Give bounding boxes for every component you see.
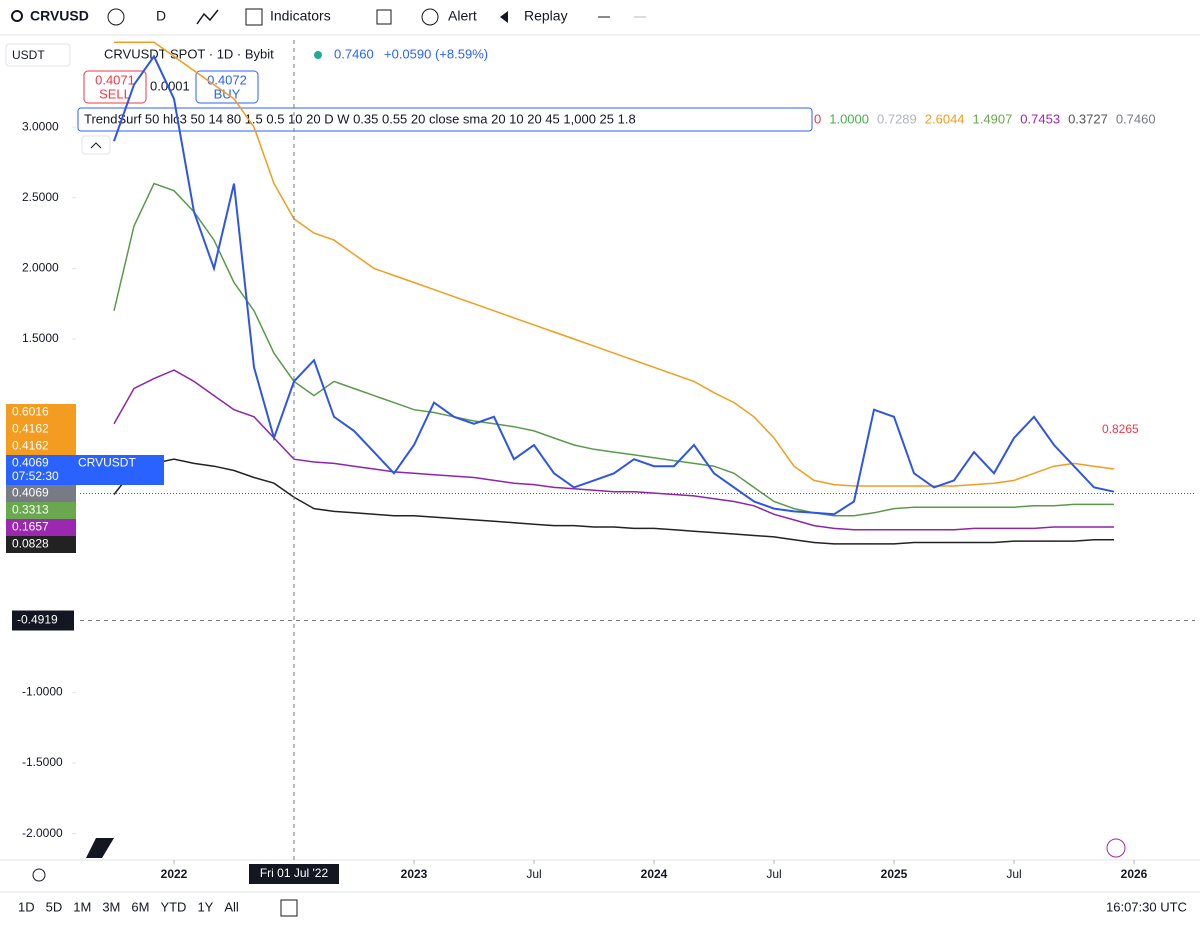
crosshair-x-box (249, 864, 339, 884)
x-tick-label: 2025 (881, 867, 908, 881)
settings-icon[interactable] (32, 868, 46, 882)
alert-icon[interactable] (421, 8, 439, 26)
price-label: 0.4162 (12, 422, 49, 436)
indicator-value: 0.3727 (1068, 111, 1108, 126)
price-label: 0.1657 (12, 520, 49, 534)
price-label-box (6, 536, 76, 553)
layout-icon[interactable] (376, 9, 392, 25)
range-button[interactable]: 1D (18, 899, 35, 914)
y-tick-label: 2.5000 (22, 190, 59, 204)
price-label-box (6, 421, 76, 438)
status-dot (314, 51, 322, 59)
range-button[interactable]: All (224, 899, 239, 914)
right-label: 0.8265 (1102, 422, 1139, 436)
crosshair-x-label: Fri 01 Jul '22 (260, 866, 329, 880)
sell-label[interactable]: SELL (99, 86, 131, 101)
indicator-value: 0.7460 (1116, 111, 1156, 126)
range-button[interactable]: 1Y (197, 899, 213, 914)
indicator-value: 0.7453 (1020, 111, 1060, 126)
price-label-box (6, 519, 76, 536)
crosshair-y-label: -0.4919 (17, 613, 58, 627)
y-tick-label: 1.5000 (22, 331, 59, 345)
logo (86, 838, 114, 858)
indicator-value: 1.4907 (973, 111, 1013, 126)
x-tick-label: 2026 (1121, 867, 1148, 881)
price-label: 0.4069 (12, 486, 49, 500)
series-line (113, 54, 1115, 516)
range-button[interactable]: YTD (160, 899, 186, 914)
y-tick-label: 2.0000 (22, 261, 59, 275)
indicator-value: 2.6044 (925, 111, 965, 126)
currency-box[interactable] (5, 43, 71, 67)
replay-icon[interactable] (500, 11, 508, 23)
price-label-box (6, 485, 76, 502)
alert-button[interactable]: Alert (448, 8, 477, 24)
chart-type-icon[interactable] (196, 9, 219, 25)
indicator-text[interactable]: TrendSurf 50 hlc3 50 14 80 1.5 0.5 10 20… (84, 111, 636, 126)
price-label: 0.4162 (12, 439, 49, 453)
symbol[interactable]: CRVUSD (30, 8, 89, 24)
series-line (113, 458, 1114, 545)
price-label-symbol: CRVUSDT (78, 456, 136, 470)
price-label-box (6, 438, 76, 455)
y-tick-label: -2.0000 (22, 826, 63, 840)
plot (113, 41, 1115, 545)
range-button[interactable]: 1M (73, 899, 91, 914)
y-tick-label: -1.0000 (22, 684, 63, 698)
indicators-icon[interactable] (245, 8, 263, 26)
search-icon[interactable] (11, 10, 23, 22)
interval[interactable]: D (156, 8, 166, 24)
series-line (113, 369, 1114, 531)
last-price: 0.7460 (334, 46, 374, 61)
clock: 16:07:30 UTC (1106, 899, 1187, 914)
x-tick-label: 2023 (401, 867, 428, 881)
x-tick-label: 2022 (161, 867, 188, 881)
range-button[interactable]: 3M (102, 899, 120, 914)
x-tick-label: Jul (526, 867, 541, 881)
crosshair-y-box (12, 610, 74, 631)
indicators-button[interactable]: Indicators (270, 8, 331, 24)
indicator-box[interactable] (77, 107, 813, 132)
replay-button[interactable]: Replay (524, 8, 568, 24)
price-label-box (6, 502, 76, 519)
y-tick-label: 3.0000 (22, 119, 59, 133)
range-button[interactable]: 6M (131, 899, 149, 914)
price-label-timer: 07:52:30 (12, 469, 59, 483)
indicator-value: 1.0000 (829, 111, 869, 126)
buy-price[interactable]: 0.4072 (207, 72, 247, 87)
instrument: CRVUSDT SPOT · 1D · Bybit (104, 46, 274, 61)
collapse-button[interactable] (81, 135, 111, 155)
collapse-icon[interactable] (90, 142, 102, 149)
x-tick-label: Jul (766, 867, 781, 881)
price-label-box (6, 455, 164, 485)
series-line (113, 182, 1114, 517)
y-tick-label: -1.5000 (22, 755, 63, 769)
price-label-box (6, 404, 76, 421)
change: +0.0590 (+8.59%) (384, 46, 488, 61)
buy-button[interactable] (195, 70, 259, 104)
price-label: 0.3313 (12, 503, 49, 517)
x-tick-label: 2024 (641, 867, 668, 881)
series-line (114, 41, 1115, 487)
indicator-value: 0 (814, 111, 821, 126)
price-label: 0.6016 (12, 405, 49, 419)
indicator-value: 0.7289 (877, 111, 917, 126)
currency[interactable]: USDT (12, 48, 45, 62)
news-icon[interactable] (1106, 838, 1126, 858)
price-label: 0.4069 (12, 456, 49, 470)
x-tick-label: Jul (1006, 867, 1021, 881)
date-range-icon[interactable] (280, 899, 298, 917)
spread: 0.0001 (150, 78, 190, 93)
range-button[interactable]: 5D (46, 899, 63, 914)
price-label: 0.0828 (12, 537, 49, 551)
sell-price[interactable]: 0.4071 (95, 72, 135, 87)
add-icon[interactable] (107, 8, 125, 26)
